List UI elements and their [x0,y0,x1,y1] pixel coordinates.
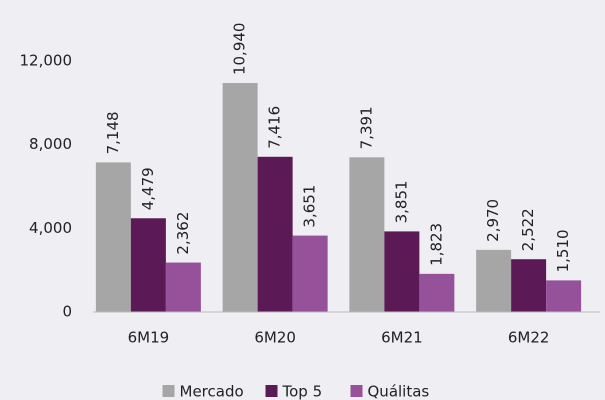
value-label: 2,970 [484,199,502,242]
bar [384,231,420,312]
bar [130,218,166,312]
y-tick-label: 4,000 [29,219,72,237]
value-label: 3,651 [301,185,319,228]
bar [419,273,455,312]
x-tick-label: 6M20 [254,329,296,347]
x-tick-label: 6M21 [381,329,423,347]
value-label: 2,362 [174,212,192,255]
bar [257,156,293,312]
value-label: 4,479 [139,167,157,210]
x-tick-label: 6M22 [508,329,550,347]
legend-swatch [162,385,175,397]
y-tick-label: 8,000 [29,135,72,153]
bar [165,262,201,312]
value-label: 1,510 [554,229,572,272]
bar [292,235,328,312]
legend-label: Quálitas [368,383,430,400]
y-tick-label: 12,000 [20,51,73,69]
bar [349,157,385,312]
legend-label: Mercado [180,383,244,400]
value-label: 2,522 [519,208,537,251]
value-label: 1,823 [427,223,445,266]
bar [511,259,547,312]
bar [546,280,582,312]
y-tick-label: 0 [62,303,72,321]
value-label: 7,416 [266,106,284,149]
value-label: 7,148 [104,111,122,154]
bar [222,83,258,312]
value-label: 10,940 [231,23,249,76]
value-label: 3,851 [392,180,410,223]
bar [95,162,131,312]
x-tick-label: 6M19 [128,329,170,347]
legend-label: Top 5 [282,383,323,400]
legend-swatch [265,385,278,397]
legend-swatch [350,385,363,397]
bar [476,249,512,312]
value-label: 7,391 [357,106,375,149]
